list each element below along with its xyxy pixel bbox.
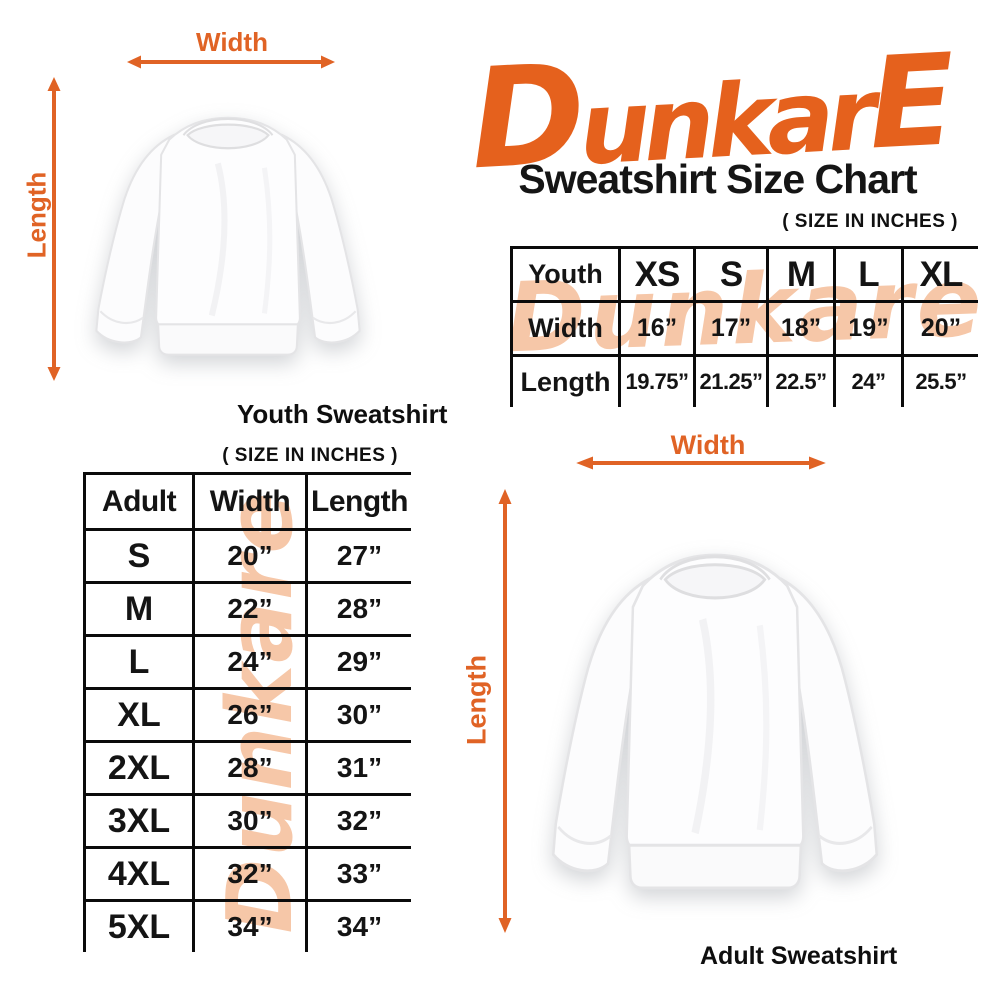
youth-sweatshirt-image <box>66 70 390 396</box>
adult-width-arrow-icon <box>576 456 826 470</box>
adult-figure-caption: Adult Sweatshirt <box>700 942 898 970</box>
youth-size-table: Youth XS S M L XL Width 16” 17” 18” 19” … <box>510 246 978 407</box>
value-cell: 33” <box>305 846 411 902</box>
adult-length-label: Length <box>461 655 492 745</box>
adult-size-note: ( SIZE IN INCHES ) <box>222 445 398 466</box>
value-cell: 19” <box>833 300 904 357</box>
size-cell: S <box>83 528 195 584</box>
value-cell: 30” <box>192 793 308 849</box>
value-cell: 34” <box>192 899 308 952</box>
youth-size-cell-m: M <box>766 246 836 303</box>
value-cell: 30” <box>305 687 411 743</box>
value-cell: 20” <box>192 528 308 584</box>
adult-width-label: Width <box>670 430 746 460</box>
value-cell: 32” <box>192 846 308 902</box>
youth-length-row: Length 19.75” 21.25” 22.5” 24” 25.5” <box>510 354 978 407</box>
value-cell: 31” <box>305 740 411 796</box>
value-cell: 17” <box>693 300 769 357</box>
row-label-cell: Length <box>510 354 621 407</box>
value-cell: 24” <box>833 354 904 407</box>
youth-header-cell: Youth <box>510 246 621 303</box>
youth-width-label: Width <box>196 27 268 57</box>
size-cell: M <box>83 581 195 637</box>
table-row: 5XL 34” 34” <box>83 899 411 952</box>
size-cell: 4XL <box>83 846 195 902</box>
brand-logo-letter-e: E <box>864 26 952 178</box>
size-cell: 3XL <box>83 793 195 849</box>
adult-header-width: Width <box>192 472 308 531</box>
adult-size-table: Adult Width Length S 20” 27” M 22” 28” L… <box>83 472 411 952</box>
adult-table-header-row: Adult Width Length <box>83 472 411 531</box>
youth-size-cell-l: L <box>833 246 904 303</box>
table-row: 3XL 30” 32” <box>83 793 411 849</box>
youth-size-table-wrap: Dunkare Youth XS S M L XL Width 16” 17” … <box>510 246 978 407</box>
value-cell: 21.25” <box>693 354 769 407</box>
size-cell: XL <box>83 687 195 743</box>
value-cell: 25.5” <box>901 354 978 407</box>
value-cell: 27” <box>305 528 411 584</box>
table-row: M 22” 28” <box>83 581 411 637</box>
youth-size-cell-s: S <box>693 246 769 303</box>
value-cell: 29” <box>305 634 411 690</box>
table-row: 4XL 32” 33” <box>83 846 411 902</box>
youth-size-cell-xl: XL <box>901 246 978 303</box>
table-row: XL 26” 30” <box>83 687 411 743</box>
adult-sweatshirt-image <box>516 488 914 946</box>
table-row: 2XL 28” 31” <box>83 740 411 796</box>
youth-size-note: ( SIZE IN INCHES ) <box>782 211 958 232</box>
value-cell: 22” <box>192 581 308 637</box>
value-cell: 19.75” <box>618 354 696 407</box>
youth-table-header-row: Youth XS S M L XL <box>510 246 978 303</box>
size-cell: 5XL <box>83 899 195 952</box>
table-row: L 24” 29” <box>83 634 411 690</box>
value-cell: 28” <box>305 581 411 637</box>
value-cell: 24” <box>192 634 308 690</box>
adult-header-cell: Adult <box>83 472 195 531</box>
size-cell: 2XL <box>83 740 195 796</box>
value-cell: 26” <box>192 687 308 743</box>
youth-figure-caption: Youth Sweatshirt <box>237 399 448 429</box>
table-row: S 20” 27” <box>83 528 411 584</box>
value-cell: 20” <box>901 300 978 357</box>
value-cell: 28” <box>192 740 308 796</box>
youth-length-arrow-icon <box>47 77 61 381</box>
page-title: Sweatshirt Size Chart <box>518 156 917 202</box>
youth-width-row: Width 16” 17” 18” 19” 20” <box>510 300 978 357</box>
adult-length-arrow-icon <box>498 489 512 933</box>
value-cell: 32” <box>305 793 411 849</box>
row-label-cell: Width <box>510 300 621 357</box>
size-cell: L <box>83 634 195 690</box>
value-cell: 34” <box>305 899 411 952</box>
adult-header-length: Length <box>305 472 411 531</box>
youth-size-cell-xs: XS <box>618 246 696 303</box>
value-cell: 18” <box>766 300 836 357</box>
adult-size-table-wrap: Dunkare Adult Width Length S 20” 27” M 2… <box>83 472 411 952</box>
value-cell: 16” <box>618 300 696 357</box>
youth-width-arrow-icon <box>127 55 335 69</box>
value-cell: 22.5” <box>766 354 836 407</box>
